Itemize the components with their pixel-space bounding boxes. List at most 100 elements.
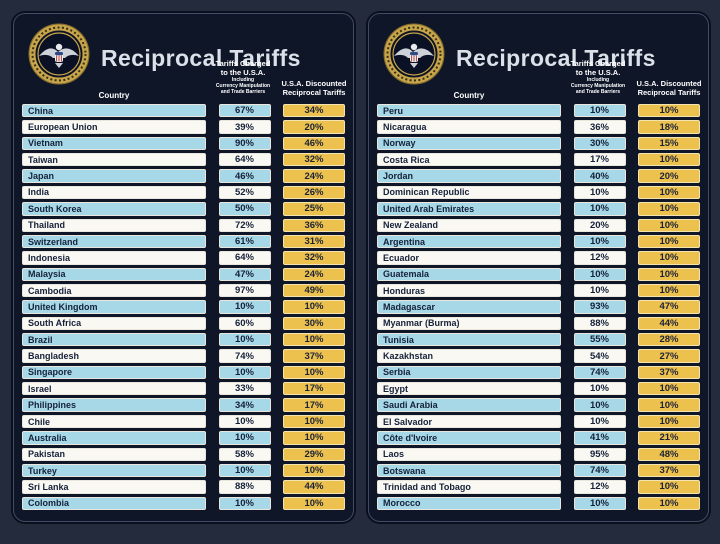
discounted-tariff-cell: 17% <box>283 382 345 396</box>
charged-tariff-cell: 10% <box>218 333 271 347</box>
charged-tariff-cell: 10% <box>573 202 626 216</box>
country-cell: Dominican Republic <box>377 185 561 200</box>
table-row: Japan 46% 24% <box>22 169 345 183</box>
discounted-tariff-cell: 37% <box>638 463 700 478</box>
table-row: New Zealand 20% 10% <box>377 218 700 232</box>
country-cell: Madagascar <box>377 300 561 314</box>
country-cell: China <box>22 104 206 118</box>
discounted-tariff-cell: 10% <box>638 480 700 494</box>
table-row: Trinidad and Tobago 12% 10% <box>377 480 700 494</box>
column-header-charged: Tariffs Charged to the U.S.A. Including … <box>570 59 626 96</box>
charged-tariff-cell: 97% <box>218 283 271 298</box>
discounted-tariff-cell: 34% <box>283 104 345 118</box>
table-row: Brazil 10% 10% <box>22 333 345 347</box>
panel-title: Reciprocal Tariffs <box>456 45 656 71</box>
country-cell: Philippines <box>22 398 206 412</box>
table-row: Argentina 10% 10% <box>377 234 700 249</box>
country-cell: South Africa <box>22 316 206 331</box>
country-cell: Morocco <box>377 496 561 510</box>
table-row: Philippines 34% 17% <box>22 398 345 412</box>
discounted-tariff-cell: 10% <box>283 463 345 478</box>
discounted-tariff-cell: 10% <box>283 333 345 347</box>
discounted-tariff-cell: 10% <box>283 496 345 510</box>
discounted-tariff-cell: 10% <box>638 398 700 412</box>
charged-tariff-cell: 12% <box>573 480 626 494</box>
table-row: Côte d'Ivoire 41% 21% <box>377 431 700 445</box>
charged-tariff-cell: 10% <box>218 463 271 478</box>
country-cell: Bangladesh <box>22 349 206 363</box>
country-cell: Egypt <box>377 382 561 396</box>
country-cell: European Union <box>22 120 206 134</box>
table-row: Saudi Arabia 10% 10% <box>377 398 700 412</box>
tariff-rows: China 67% 34% European Union 39% 20% Vietnam 90… <box>22 104 345 510</box>
table-row: Honduras 10% 10% <box>377 283 700 298</box>
charged-tariff-cell: 60% <box>218 316 271 331</box>
column-header-charged: Tariffs Charged to the U.S.A. Including … <box>215 59 271 96</box>
column-header-country: Country <box>453 91 485 100</box>
table-row: Indonesia 64% 32% <box>22 251 345 265</box>
charged-tariff-cell: 36% <box>573 120 626 134</box>
table-row: United Kingdom 10% 10% <box>22 300 345 314</box>
charged-tariff-cell: 74% <box>573 463 626 478</box>
table-row: Cambodia 97% 49% <box>22 283 345 298</box>
table-row: Dominican Republic 10% 10% <box>377 185 700 200</box>
country-cell: Côte d'Ivoire <box>377 431 561 445</box>
discounted-tariff-cell: 31% <box>283 234 345 249</box>
tariff-panel-left: Reciprocal Tariffs Country Tariffs Charg… <box>13 13 354 522</box>
country-cell: Peru <box>377 104 561 118</box>
country-cell: Jordan <box>377 169 561 183</box>
country-cell: Honduras <box>377 283 561 298</box>
tariff-rows: Peru 10% 10% Nicaragua 36% 18% Norway 30% 15% Cos… <box>377 104 700 510</box>
charged-tariff-cell: 50% <box>218 202 271 216</box>
panel-title: Reciprocal Tariffs <box>101 45 301 71</box>
charged-tariff-cell: 58% <box>218 447 271 461</box>
charged-tariff-cell: 54% <box>573 349 626 363</box>
country-cell: New Zealand <box>377 218 561 232</box>
country-cell: Colombia <box>22 496 206 510</box>
charged-tariff-cell: 10% <box>218 365 271 380</box>
table-row: Tunisia 55% 28% <box>377 333 700 347</box>
charged-tariff-cell: 10% <box>218 414 271 429</box>
presidential-seal-icon <box>28 23 90 85</box>
charged-tariff-cell: 64% <box>218 153 271 167</box>
country-cell: United Kingdom <box>22 300 206 314</box>
charged-tariff-cell: 10% <box>573 267 626 281</box>
charged-tariff-cell: 74% <box>218 349 271 363</box>
discounted-tariff-cell: 17% <box>283 398 345 412</box>
discounted-tariff-cell: 37% <box>638 365 700 380</box>
table-row: Serbia 74% 37% <box>377 365 700 380</box>
discounted-tariff-cell: 10% <box>283 300 345 314</box>
country-cell: Chile <box>22 414 206 429</box>
charged-tariff-cell: 10% <box>573 382 626 396</box>
charged-tariff-cell: 10% <box>573 185 626 200</box>
table-row: Pakistan 58% 29% <box>22 447 345 461</box>
charged-tariff-cell: 20% <box>573 218 626 232</box>
discounted-tariff-cell: 27% <box>638 349 700 363</box>
country-cell: Kazakhstan <box>377 349 561 363</box>
discounted-tariff-cell: 15% <box>638 136 700 151</box>
discounted-tariff-cell: 10% <box>283 431 345 445</box>
discounted-tariff-cell: 47% <box>638 300 700 314</box>
discounted-tariff-cell: 44% <box>283 480 345 494</box>
country-cell: Pakistan <box>22 447 206 461</box>
discounted-tariff-cell: 10% <box>638 496 700 510</box>
charged-tariff-cell: 10% <box>573 398 626 412</box>
country-cell: Norway <box>377 136 561 151</box>
table-row: Guatemala 10% 10% <box>377 267 700 281</box>
charged-tariff-cell: 72% <box>218 218 271 232</box>
charged-tariff-cell: 17% <box>573 153 626 167</box>
discounted-tariff-cell: 29% <box>283 447 345 461</box>
discounted-tariff-cell: 24% <box>283 169 345 183</box>
discounted-tariff-cell: 10% <box>638 104 700 118</box>
country-cell: Thailand <box>22 218 206 232</box>
table-row: Israel 33% 17% <box>22 382 345 396</box>
charged-tariff-cell: 61% <box>218 234 271 249</box>
table-row: El Salvador 10% 10% <box>377 414 700 429</box>
country-cell: United Arab Emirates <box>377 202 561 216</box>
charged-tariff-cell: 64% <box>218 251 271 265</box>
charged-tariff-cell: 12% <box>573 251 626 265</box>
discounted-tariff-cell: 10% <box>638 185 700 200</box>
country-cell: Brazil <box>22 333 206 347</box>
charged-tariff-cell: 10% <box>573 104 626 118</box>
